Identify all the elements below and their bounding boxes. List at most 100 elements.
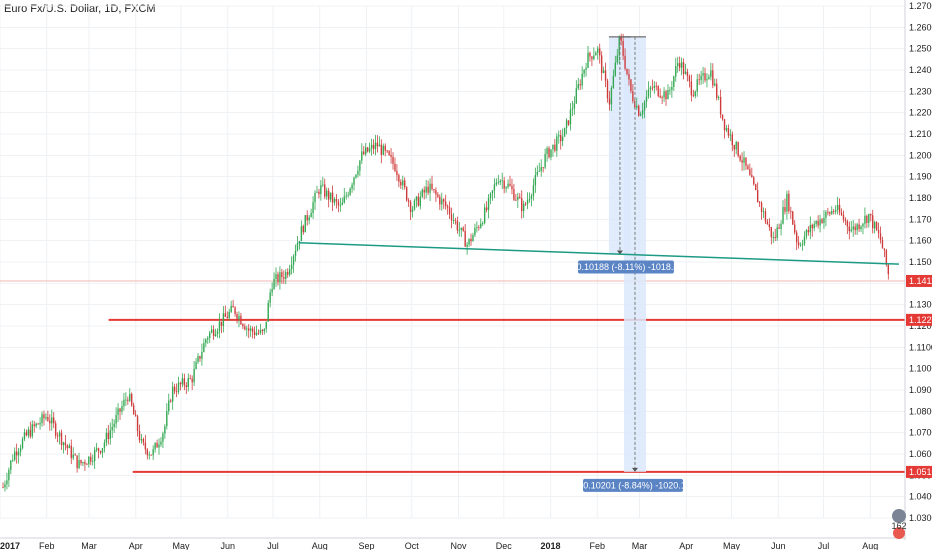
candle-body [171,386,174,402]
candle-body [485,207,488,211]
candle-body [505,187,507,189]
candle-body [552,144,554,150]
candle-body [454,220,457,221]
candle-body [285,272,287,279]
candle-body [19,448,22,452]
candle-body [363,151,365,155]
level-price-tag: 1.12288 [909,315,932,325]
candle-body [561,136,564,142]
candle-body [160,441,162,445]
y-tick-label: 1.17000 [909,214,932,224]
candle-body [376,142,379,147]
candle-body [47,417,49,421]
candle-body [261,329,264,332]
candle-body [487,198,490,211]
candle-body [723,119,726,131]
y-tick-label: 1.03000 [909,513,932,523]
candle-body [782,207,784,224]
candle-body [460,227,462,231]
support-trend-line [298,242,899,265]
candle-body [497,182,500,184]
candle-body [132,405,135,415]
y-tick-label: 1.21000 [909,129,932,139]
candle-body [665,91,667,100]
candle-body [199,356,201,359]
candle-body [836,204,839,211]
candle-body [269,292,271,303]
candle-body [97,448,100,452]
candle-body [745,157,747,166]
candle-body [663,91,665,98]
candle-body [444,201,447,207]
y-tick-label: 1.24000 [909,65,932,75]
candle-body [62,442,65,446]
candle-body [154,442,156,450]
candle-body [320,185,322,195]
candle-body [864,215,866,224]
candle-body [885,250,888,265]
candle-body [31,424,33,437]
candle-body [357,170,359,175]
candle-body [253,331,256,336]
tradingview-logo-icon[interactable] [889,506,909,540]
candle-body [472,235,474,242]
candle-body [398,175,400,182]
candle-body [277,274,279,283]
candle-body [327,190,330,200]
candle-body [78,460,80,469]
x-tick-label: May [723,541,741,550]
candle-body [807,230,810,233]
candle-body [483,207,486,224]
candle-body [638,105,640,116]
candle-body [464,230,466,247]
candle-body [25,432,28,436]
candle-body [600,55,603,74]
candle-body [872,215,874,229]
candle-body [731,134,734,146]
candle-body [622,40,624,56]
y-tick-label: 1.26000 [909,22,932,32]
candle-body [760,202,763,212]
candle-body [107,432,110,439]
candle-body [12,459,14,461]
candle-body [659,95,661,98]
candle-body [809,224,812,233]
candle-body [733,145,735,150]
candle-body [384,145,386,151]
candle-body [203,343,205,352]
candle-body [193,368,195,383]
candle-body [177,382,180,392]
y-tick-label: 1.08000 [909,406,932,416]
candle-body [795,232,798,243]
candle-body [127,399,129,401]
candle-body [265,321,267,329]
candle-body [641,110,644,115]
candle-body [429,183,431,193]
candle-body [554,144,556,151]
candle-body [737,142,739,156]
candle-body [80,460,82,464]
candle-body [123,399,125,407]
candle-body [548,148,550,158]
y-tick-label: 1.09000 [909,385,932,395]
candle-body [846,220,849,227]
candlestick-series [2,33,890,492]
candle-body [103,442,106,449]
candle-body [35,423,37,427]
candle-body [226,316,228,319]
candle-body [739,155,741,161]
candle-body [179,382,182,385]
candle-body [569,109,572,125]
measurement-label: -0.10188 (-8.11%) -1018.8 [573,262,678,272]
candle-body [361,151,363,161]
candle-body [690,81,693,96]
candle-body [366,147,369,152]
candle-body [790,211,792,212]
candle-body [595,52,597,56]
candle-body [189,378,191,379]
candle-body [99,451,102,453]
candle-body [452,220,455,221]
measurement-label-box [577,260,674,274]
candle-body [439,196,441,205]
